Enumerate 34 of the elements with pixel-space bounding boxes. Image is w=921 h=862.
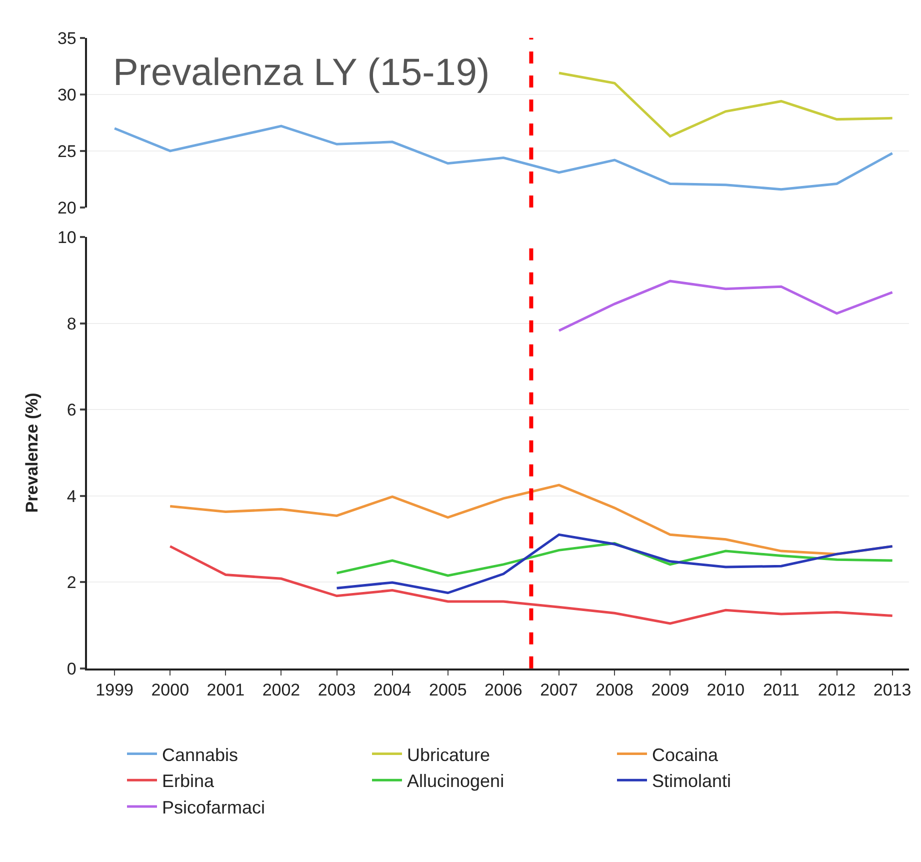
y-tick-label: 8 [66, 314, 76, 334]
y-tick-label: 25 [57, 142, 76, 161]
x-tick-label: 2008 [596, 680, 634, 700]
legend-label: Ubricature [407, 744, 490, 765]
x-tick-label: 2009 [651, 680, 690, 700]
y-tick-label: 0 [66, 659, 76, 678]
legend-label: Cocaina [652, 744, 720, 765]
y-tick-label: 20 [57, 198, 76, 218]
y-tick-label: 4 [66, 486, 76, 506]
chart-title: Prevalenza LY (15-19) [113, 52, 490, 94]
x-tick-label: 2000 [151, 680, 190, 700]
x-tick-label: 2013 [873, 680, 912, 700]
y-axis-title: Prevalenze (%) [22, 392, 42, 513]
x-tick-label: 2011 [762, 680, 800, 700]
x-tick-label: 2002 [262, 680, 300, 700]
x-tick-label: 2006 [484, 680, 522, 700]
x-tick-label: 2001 [206, 680, 245, 700]
y-tick-label: 2 [66, 573, 76, 592]
legend-label: Stimolanti [652, 771, 732, 792]
y-tick-label: 35 [57, 28, 76, 48]
x-tick-label: 2003 [318, 680, 356, 700]
x-tick-label: 2007 [540, 680, 578, 700]
x-tick-label: 2010 [706, 680, 745, 700]
y-tick-label: 6 [66, 400, 76, 420]
x-tick-label: 2005 [428, 680, 467, 700]
legend-label: Erbina [162, 771, 216, 792]
x-tick-label: 2004 [373, 680, 412, 700]
y-tick-label: 30 [57, 85, 76, 104]
x-tick-label: 1999 [96, 680, 134, 700]
x-tick-label: 2012 [818, 680, 856, 700]
legend-label: Psicofarmaci [162, 798, 266, 818]
legend-label: Cannabis [162, 744, 238, 765]
legend-label: Allucinogeni [407, 771, 504, 792]
y-tick-label: 10 [57, 228, 76, 248]
